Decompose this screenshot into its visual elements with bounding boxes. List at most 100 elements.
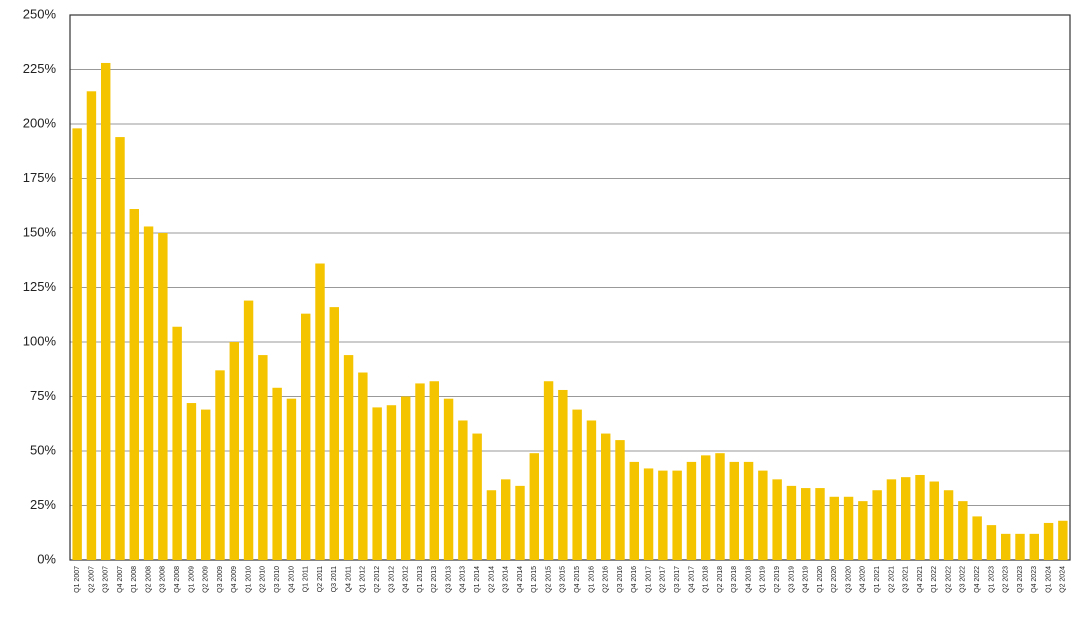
x-tick-label: Q3 2013 [445, 566, 452, 593]
bar [943, 490, 954, 560]
bar [715, 453, 725, 560]
bar [986, 525, 997, 560]
bar [243, 300, 254, 560]
x-tick-label: Q2 2007 [88, 566, 95, 593]
bar [1015, 533, 1025, 560]
bar [443, 398, 454, 560]
x-tick-label: Q1 2018 [703, 566, 710, 593]
bar [1001, 533, 1011, 560]
x-tick-label: Q2 2011 [317, 566, 324, 592]
bar [629, 461, 639, 560]
x-tick-label: Q2 2023 [1003, 566, 1010, 593]
x-tick-label: Q3 2016 [617, 566, 624, 593]
bar [358, 372, 368, 560]
y-tick-label: 250% [23, 6, 57, 21]
x-tick-label: Q2 2009 [203, 566, 210, 593]
bar [615, 440, 625, 560]
bar [101, 62, 111, 561]
x-tick-label: Q1 2022 [931, 566, 938, 593]
y-tick-label: 50% [30, 442, 56, 457]
bar [858, 501, 868, 560]
x-tick-label: Q3 2022 [960, 566, 967, 593]
bar [329, 307, 339, 560]
bar [743, 461, 754, 560]
x-tick-label: Q2 2019 [774, 566, 781, 593]
x-tick-label: Q4 2009 [231, 566, 238, 593]
x-tick-label: Q3 2010 [274, 566, 281, 593]
bar [115, 137, 125, 560]
bar [872, 490, 882, 560]
x-tick-label: Q1 2007 [74, 566, 81, 593]
x-tick-label: Q2 2015 [545, 566, 552, 593]
bar [272, 387, 282, 560]
x-tick-label: Q4 2022 [974, 566, 981, 593]
x-tick-label: Q1 2024 [1045, 566, 1052, 593]
bar [829, 496, 839, 560]
x-tick-label: Q1 2016 [588, 566, 595, 593]
x-tick-label: Q4 2023 [1031, 566, 1038, 593]
x-tick-label: Q1 2021 [874, 566, 881, 593]
x-tick-label: Q3 2011 [331, 566, 338, 592]
x-tick-label: Q1 2010 [245, 566, 252, 593]
bar [915, 474, 925, 560]
bar [472, 433, 482, 560]
y-tick-label: 150% [23, 224, 57, 239]
bar [686, 461, 697, 560]
bar [129, 209, 139, 560]
y-tick-label: 125% [23, 279, 57, 294]
x-tick-label: Q1 2019 [760, 566, 767, 593]
bar [586, 420, 597, 560]
x-tick-label: Q4 2013 [460, 566, 467, 593]
y-tick-label: 75% [30, 388, 56, 403]
y-tick-label: 100% [23, 333, 57, 348]
y-tick-label: 0% [37, 551, 56, 566]
y-tick-label: 25% [30, 497, 56, 512]
x-tick-label: Q2 2012 [374, 566, 381, 593]
bar [758, 470, 768, 560]
x-tick-label: Q2 2016 [603, 566, 610, 593]
plot-frame [69, 14, 1071, 561]
x-tick-label: Q4 2011 [345, 566, 352, 592]
bar [558, 389, 568, 560]
bar [701, 455, 711, 560]
bar [186, 403, 197, 560]
bar [415, 383, 425, 560]
bar [643, 468, 654, 560]
bar [258, 355, 268, 560]
x-tick-label: Q3 2019 [788, 566, 795, 593]
bar [215, 370, 225, 560]
x-tick-label: Q4 2019 [803, 566, 810, 593]
x-tick-label: Q1 2011 [303, 566, 310, 592]
bar [972, 516, 982, 560]
bar [315, 263, 325, 560]
x-tick-label: Q3 2020 [845, 566, 852, 593]
bar [172, 326, 182, 560]
bar [429, 381, 439, 560]
bar [486, 490, 497, 560]
bar [501, 479, 511, 560]
x-tick-label: Q4 2014 [517, 566, 524, 593]
x-tick-label: Q3 2012 [388, 566, 395, 593]
y-tick-label: 225% [23, 61, 57, 76]
bar [158, 233, 168, 560]
x-tick-label: Q3 2007 [103, 566, 110, 593]
x-tick-label: Q3 2018 [731, 566, 738, 593]
bar [672, 470, 682, 560]
bar [929, 481, 939, 560]
bar [901, 477, 911, 560]
bar [772, 479, 782, 560]
x-tick-label: Q4 2012 [403, 566, 410, 593]
bar [301, 313, 311, 560]
bar [786, 485, 797, 560]
x-tick-label: Q4 2016 [631, 566, 638, 593]
bar [458, 420, 468, 560]
bar [572, 409, 582, 560]
x-tick-label: Q3 2023 [1017, 566, 1024, 593]
x-tick-label: Q2 2024 [1060, 566, 1067, 593]
bar [386, 405, 397, 560]
y-tick-label: 175% [23, 170, 57, 185]
x-tick-label: Q1 2012 [360, 566, 367, 593]
x-tick-label: Q1 2008 [131, 566, 138, 593]
x-tick-label: Q1 2023 [988, 566, 995, 593]
